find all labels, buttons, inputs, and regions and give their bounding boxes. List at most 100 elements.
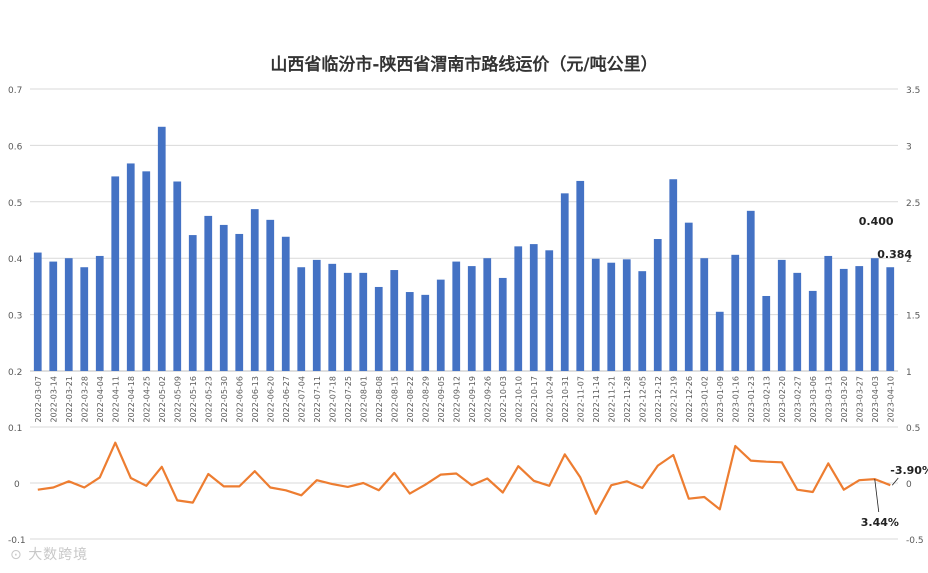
x-tick-label: 2022-12-05	[638, 376, 647, 423]
x-tick-label: 2022-03-21	[65, 376, 74, 423]
line-y2-tick-label: 0.5	[906, 424, 920, 434]
bar	[80, 267, 89, 371]
x-tick-label: 2022-07-25	[344, 376, 353, 423]
bar	[638, 271, 647, 371]
bar	[281, 236, 290, 371]
line-y2-tick-label: 0	[906, 480, 912, 490]
bar-y2-tick-label: 3.5	[906, 86, 920, 96]
x-tick-label: 2022-12-19	[669, 376, 678, 423]
bar	[343, 272, 352, 371]
x-tick-label: 2022-05-23	[204, 376, 213, 423]
line-label-leader	[874, 479, 880, 513]
bar-y2-tick-label: 1.5	[906, 312, 920, 322]
bar-y2-tick-label: 2	[906, 255, 912, 265]
x-tick-label: 2022-07-11	[313, 376, 322, 423]
x-tick-label: 2022-08-01	[359, 376, 368, 423]
x-tick-label: 2022-08-08	[375, 376, 384, 423]
x-tick-label: 2022-09-26	[483, 376, 492, 423]
x-tick-label: 2022-08-22	[406, 376, 415, 423]
line-y-tick-label: 0	[14, 480, 20, 490]
bar	[390, 270, 399, 371]
bar	[126, 163, 135, 371]
x-tick-label: 2022-05-02	[158, 376, 167, 423]
x-tick-label: 2023-01-16	[731, 376, 740, 423]
x-tick-label: 2022-10-31	[561, 376, 570, 423]
bar	[560, 193, 569, 371]
bar	[436, 279, 445, 371]
x-tick-label: 2023-01-09	[716, 376, 725, 423]
x-tick-label: 2023-02-13	[762, 376, 771, 423]
bar	[653, 239, 662, 371]
bar	[808, 290, 817, 371]
bar	[297, 267, 306, 371]
x-tick-label: 2022-10-03	[499, 376, 508, 423]
line-series	[37, 441, 891, 515]
x-tick-label: 2022-10-24	[545, 376, 554, 423]
bar	[235, 233, 244, 371]
bar	[545, 250, 554, 371]
bar	[467, 266, 476, 371]
x-tick-label: 2022-11-21	[607, 376, 616, 423]
line-y2-tick-label: -0.5	[906, 536, 924, 546]
bar-y-tick-label: 0.5	[8, 199, 22, 209]
bar	[839, 268, 848, 371]
bar	[142, 171, 151, 371]
x-tick-label: 2023-03-13	[824, 376, 833, 423]
bar	[111, 176, 120, 371]
bar	[886, 267, 895, 371]
x-tick-label: 2022-06-06	[235, 376, 244, 423]
bar	[576, 180, 585, 371]
bar	[824, 255, 833, 371]
bar-y2-tick-label: 1	[906, 368, 912, 378]
bar	[700, 258, 709, 371]
bar	[33, 252, 42, 371]
bar	[359, 272, 368, 371]
bar	[669, 179, 678, 371]
bar	[529, 244, 538, 371]
line-label-leader	[891, 477, 899, 486]
x-tick-label: 2022-09-05	[437, 376, 446, 423]
bar	[777, 259, 786, 371]
watermark-text: 大数跨境	[28, 547, 89, 563]
bar-y-tick-label: 0.4	[8, 255, 23, 265]
bar	[607, 262, 616, 371]
bar	[498, 277, 507, 371]
bar	[266, 219, 275, 371]
x-tick-label: 2022-03-07	[34, 376, 43, 423]
bar-data-label: 0.400	[859, 215, 894, 228]
bar	[514, 246, 523, 371]
bar	[855, 266, 864, 371]
x-tick-label: 2022-08-15	[390, 376, 399, 423]
x-tick-label: 2023-01-23	[747, 376, 756, 423]
bar	[762, 295, 771, 371]
bar	[483, 258, 492, 371]
bar	[219, 224, 228, 371]
x-tick-label: 2022-03-14	[49, 376, 58, 423]
x-tick-label: 2022-05-09	[173, 376, 182, 423]
x-tick-label: 2022-11-28	[623, 376, 632, 423]
bar	[746, 210, 755, 371]
x-tick-label: 2022-09-12	[452, 376, 461, 423]
x-tick-label: 2022-03-28	[80, 376, 89, 423]
x-tick-label: 2022-04-04	[96, 376, 105, 423]
bar	[64, 258, 73, 371]
line-y-tick-label: 0.1	[8, 424, 22, 434]
bar	[49, 261, 58, 371]
x-tick-label: 2022-04-11	[111, 376, 120, 423]
line-data-label: 3.44%	[861, 516, 899, 529]
bar	[250, 209, 259, 371]
line-y-tick-label: -0.1	[8, 536, 26, 546]
bar	[622, 259, 631, 371]
x-tick-label: 2022-04-18	[127, 376, 136, 423]
bar	[452, 261, 461, 371]
bar	[374, 286, 383, 371]
bar-y-tick-label: 0.2	[8, 368, 22, 378]
x-tick-label: 2022-10-10	[514, 376, 523, 423]
x-tick-label: 2022-06-13	[251, 376, 260, 423]
bar-data-label: 0.384	[877, 248, 912, 261]
x-tick-label: 2023-03-27	[855, 376, 864, 423]
bar	[157, 126, 166, 372]
bar	[188, 235, 197, 371]
x-tick-label: 2023-03-06	[809, 376, 818, 423]
bar	[715, 311, 724, 371]
